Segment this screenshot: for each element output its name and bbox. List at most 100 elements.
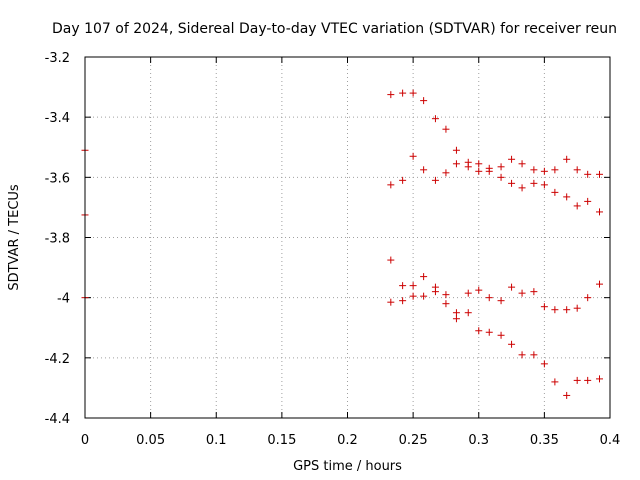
data-point-upper-increasing — [464, 158, 472, 166]
data-point-lower-flat — [442, 291, 450, 299]
x-tick-label: 0.35 — [530, 433, 559, 448]
data-point-upper-decreasing — [573, 202, 581, 210]
data-point-lower-varying — [518, 289, 526, 297]
data-point-upper-increasing — [563, 155, 571, 163]
data-point-upper-decreasing — [431, 115, 439, 123]
data-point-lower-flat — [573, 376, 581, 384]
data-point-lower-flat — [551, 378, 559, 386]
data-point-lower-flat — [596, 375, 603, 383]
data-point-lower-varying — [442, 300, 450, 308]
y-tick-label: -4.2 — [45, 352, 70, 367]
data-point-upper-increasing — [551, 166, 559, 174]
data-point-upper-increasing — [409, 152, 417, 160]
data-point-lower-varying — [387, 298, 395, 306]
data-point-upper-decreasing — [497, 173, 505, 181]
data-point-lower-flat — [409, 282, 417, 290]
data-point-upper-decreasing — [584, 197, 592, 205]
y-tick-label: -3.2 — [45, 51, 70, 66]
data-point-upper-increasing — [452, 160, 460, 168]
data-point-upper-increasing — [485, 164, 493, 172]
data-point-lower-flat — [399, 282, 407, 290]
x-tick-label: 0 — [81, 433, 89, 448]
data-point-upper-increasing — [387, 181, 395, 189]
y-tick-label: -3.6 — [45, 171, 70, 186]
data-point-lower-flat — [540, 360, 548, 368]
data-point-upper-decreasing — [530, 179, 538, 187]
data-point-lower-flat — [497, 331, 505, 339]
data-point-lower-varying — [464, 289, 472, 297]
data-point-lower-varying — [485, 294, 493, 302]
data-point-upper-decreasing — [508, 179, 516, 187]
y-axis-label: SDTVAR / TECUs — [7, 184, 22, 291]
data-point-lower-flat — [530, 351, 538, 359]
data-point-lower-flat — [452, 309, 460, 317]
data-point-upper-increasing — [540, 167, 548, 175]
data-point-lower-varying — [452, 315, 460, 323]
data-point-upper-decreasing — [475, 167, 483, 175]
data-point-lower-varying — [497, 297, 505, 305]
data-point-upper-increasing — [475, 160, 483, 168]
y-tick-label: -3.4 — [45, 111, 70, 126]
data-point-lower-flat — [387, 256, 395, 264]
data-point-upper-decreasing — [420, 97, 428, 105]
data-point-lower-varying — [475, 286, 483, 294]
x-tick-label: 0.1 — [206, 433, 227, 448]
y-tick-labels: -4.4 -4.2 -4 -3.8 -3.6 -3.4 -3.2 — [45, 51, 70, 427]
plot-border — [84, 56, 611, 419]
data-point-lower-flat — [475, 327, 483, 335]
data-point-lower-flat — [420, 273, 428, 281]
data-point-upper-increasing — [518, 160, 526, 168]
data-point-upper-decreasing — [409, 89, 417, 97]
data-point-lower-varying — [420, 292, 428, 300]
data-point-upper-decreasing — [596, 208, 603, 216]
data-point-lower-varying — [508, 283, 516, 291]
data-point-upper-increasing — [573, 166, 581, 174]
y-tick-label: -4.4 — [45, 412, 70, 427]
data-point-upper-decreasing — [442, 125, 450, 133]
data-point-upper-decreasing — [452, 146, 460, 154]
x-tick-label: 0.4 — [600, 433, 621, 448]
x-tick-label: 0.25 — [399, 433, 428, 448]
data-point-lower-varying — [399, 297, 407, 305]
data-point-upper-decreasing — [399, 89, 407, 97]
data-point-lower-flat — [584, 376, 592, 384]
data-point-lower-varying — [573, 304, 581, 312]
x-tick-labels: 0 0.05 0.1 0.15 0.2 0.25 0.3 0.35 0.4 — [81, 433, 620, 448]
chart-title: Day 107 of 2024, Sidereal Day-to-day VTE… — [52, 21, 617, 37]
data-point-lower-varying — [540, 303, 548, 311]
data-point-lower-flat — [464, 309, 472, 317]
data-point-lower-varying — [563, 306, 571, 314]
data-point-upper-increasing — [431, 176, 439, 184]
data-point-upper-decreasing — [387, 91, 395, 99]
x-tick-label: 0.05 — [136, 433, 165, 448]
data-point-lower-varying — [530, 288, 538, 296]
data-points — [81, 89, 603, 399]
data-point-upper-increasing — [584, 170, 592, 178]
grid-lines — [85, 57, 610, 418]
x-tick-label: 0.15 — [267, 433, 296, 448]
data-point-upper-decreasing — [551, 188, 559, 196]
data-point-lower-flat — [518, 351, 526, 359]
data-point-lower-varying — [431, 288, 439, 296]
data-point-lower-varying — [584, 294, 592, 302]
data-point-lower-flat — [485, 328, 493, 336]
data-point-lower-varying — [551, 306, 559, 314]
y-tick-label: -4 — [57, 292, 70, 307]
data-point-lower-flat — [508, 340, 516, 348]
data-point-upper-increasing — [420, 166, 428, 174]
y-tick-label: -3.8 — [45, 232, 70, 247]
data-point-upper-increasing — [497, 163, 505, 171]
data-point-lower-varying — [409, 292, 417, 300]
data-point-upper-decreasing — [540, 181, 548, 189]
data-point-upper-increasing — [442, 169, 450, 177]
data-point-upper-increasing — [596, 170, 603, 178]
data-point-upper-increasing — [530, 166, 538, 174]
data-point-upper-increasing — [508, 155, 516, 163]
data-point-upper-decreasing — [563, 193, 571, 201]
x-tick-label: 0.2 — [337, 433, 358, 448]
x-tick-label: 0.3 — [468, 433, 489, 448]
data-point-lower-flat — [563, 391, 571, 399]
data-point-upper-increasing — [399, 176, 407, 184]
